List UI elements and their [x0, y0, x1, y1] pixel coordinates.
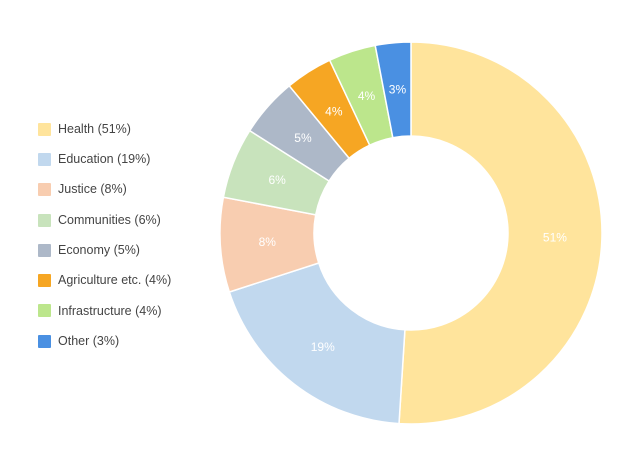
- legend-label-education: Education (19%): [58, 152, 151, 167]
- legend-label-agriculture: Agriculture etc. (4%): [58, 273, 172, 288]
- legend-item-other[interactable]: Other (3%): [38, 326, 213, 356]
- legend-label-justice: Justice (8%): [58, 182, 127, 197]
- legend-item-agriculture[interactable]: Agriculture etc. (4%): [38, 265, 213, 295]
- legend-swatch-economy: [38, 243, 51, 257]
- legend-item-health[interactable]: Health (51%): [38, 114, 213, 144]
- slice-label-health: 51%: [543, 231, 567, 245]
- donut-slice-labels: 51% 19% 8% 6% 5% 4% 4% 3%: [259, 83, 568, 354]
- donut-slice-education[interactable]: [228, 262, 406, 425]
- legend-label-infrastructure: Infrastructure (4%): [58, 303, 162, 318]
- legend-label-other: Other (3%): [58, 333, 120, 348]
- slice-label-communities: 6%: [268, 173, 286, 187]
- legend-label-economy: Economy (5%): [58, 243, 140, 258]
- slice-label-infrastructure: 4%: [358, 89, 376, 103]
- slice-label-agriculture: 4%: [325, 104, 343, 118]
- legend-label-communities: Communities (6%): [58, 212, 161, 227]
- donut-slices: [219, 41, 603, 425]
- legend-swatch-infrastructure: [38, 304, 51, 318]
- legend-swatch-communities: [38, 213, 51, 227]
- legend-item-justice[interactable]: Justice (8%): [38, 175, 213, 205]
- legend-item-infrastructure[interactable]: Infrastructure (4%): [38, 296, 213, 326]
- legend-item-education[interactable]: Education (19%): [38, 144, 213, 174]
- slice-label-other: 3%: [389, 83, 407, 97]
- slice-label-justice: 8%: [259, 235, 277, 249]
- legend-swatch-other: [38, 334, 51, 348]
- legend-swatch-education: [38, 152, 51, 166]
- slice-label-education: 19%: [311, 340, 335, 354]
- legend-item-communities[interactable]: Communities (6%): [38, 205, 213, 235]
- legend-item-economy[interactable]: Economy (5%): [38, 235, 213, 265]
- slice-label-economy: 5%: [294, 131, 312, 145]
- legend-swatch-justice: [38, 183, 51, 197]
- legend-label-health: Health (51%): [58, 121, 131, 136]
- chart-legend: Health (51%) Education (19%) Justice (8%…: [38, 114, 213, 356]
- legend-swatch-agriculture: [38, 274, 51, 288]
- donut-slice-health[interactable]: [398, 41, 603, 425]
- legend-swatch-health: [38, 122, 51, 136]
- donut-slice-other[interactable]: [374, 41, 412, 139]
